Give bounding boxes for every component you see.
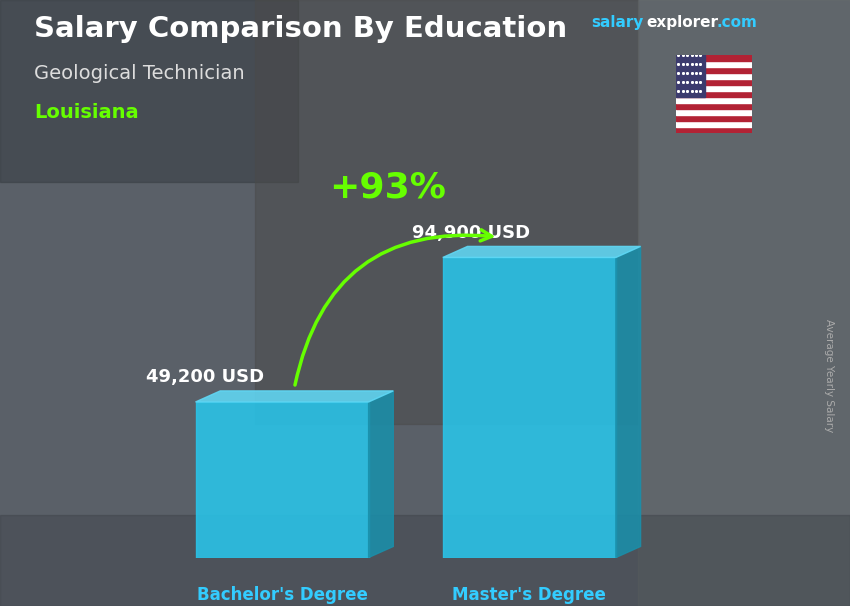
Bar — [0, 515, 850, 606]
Bar — [676, 91, 752, 97]
Text: .com: .com — [717, 15, 757, 30]
Bar — [676, 55, 705, 97]
Bar — [676, 115, 752, 121]
Polygon shape — [196, 391, 394, 402]
Bar — [255, 0, 638, 424]
Bar — [676, 67, 752, 73]
Text: explorer: explorer — [646, 15, 718, 30]
Text: 94,900 USD: 94,900 USD — [412, 224, 530, 242]
Text: salary: salary — [591, 15, 643, 30]
Bar — [443, 258, 616, 558]
Bar — [676, 55, 752, 61]
Bar — [676, 97, 752, 103]
Bar — [676, 85, 752, 91]
Text: Average Yearly Salary: Average Yearly Salary — [824, 319, 834, 432]
Text: Master's Degree: Master's Degree — [452, 586, 606, 604]
Bar — [676, 121, 752, 127]
Text: Salary Comparison By Education: Salary Comparison By Education — [34, 15, 567, 43]
Polygon shape — [369, 391, 394, 558]
Bar — [676, 73, 752, 79]
Text: Louisiana: Louisiana — [34, 103, 139, 122]
Bar — [196, 402, 369, 558]
Text: Geological Technician: Geological Technician — [34, 64, 245, 82]
Polygon shape — [616, 247, 641, 558]
Polygon shape — [443, 247, 641, 258]
Bar — [638, 0, 850, 606]
Text: 49,200 USD: 49,200 USD — [146, 368, 264, 386]
Text: +93%: +93% — [329, 171, 445, 205]
Bar — [676, 103, 752, 109]
Bar — [676, 109, 752, 115]
Text: Bachelor's Degree: Bachelor's Degree — [196, 586, 367, 604]
Bar — [676, 61, 752, 67]
Bar — [0, 0, 298, 182]
Bar — [676, 127, 752, 133]
Bar — [676, 79, 752, 85]
